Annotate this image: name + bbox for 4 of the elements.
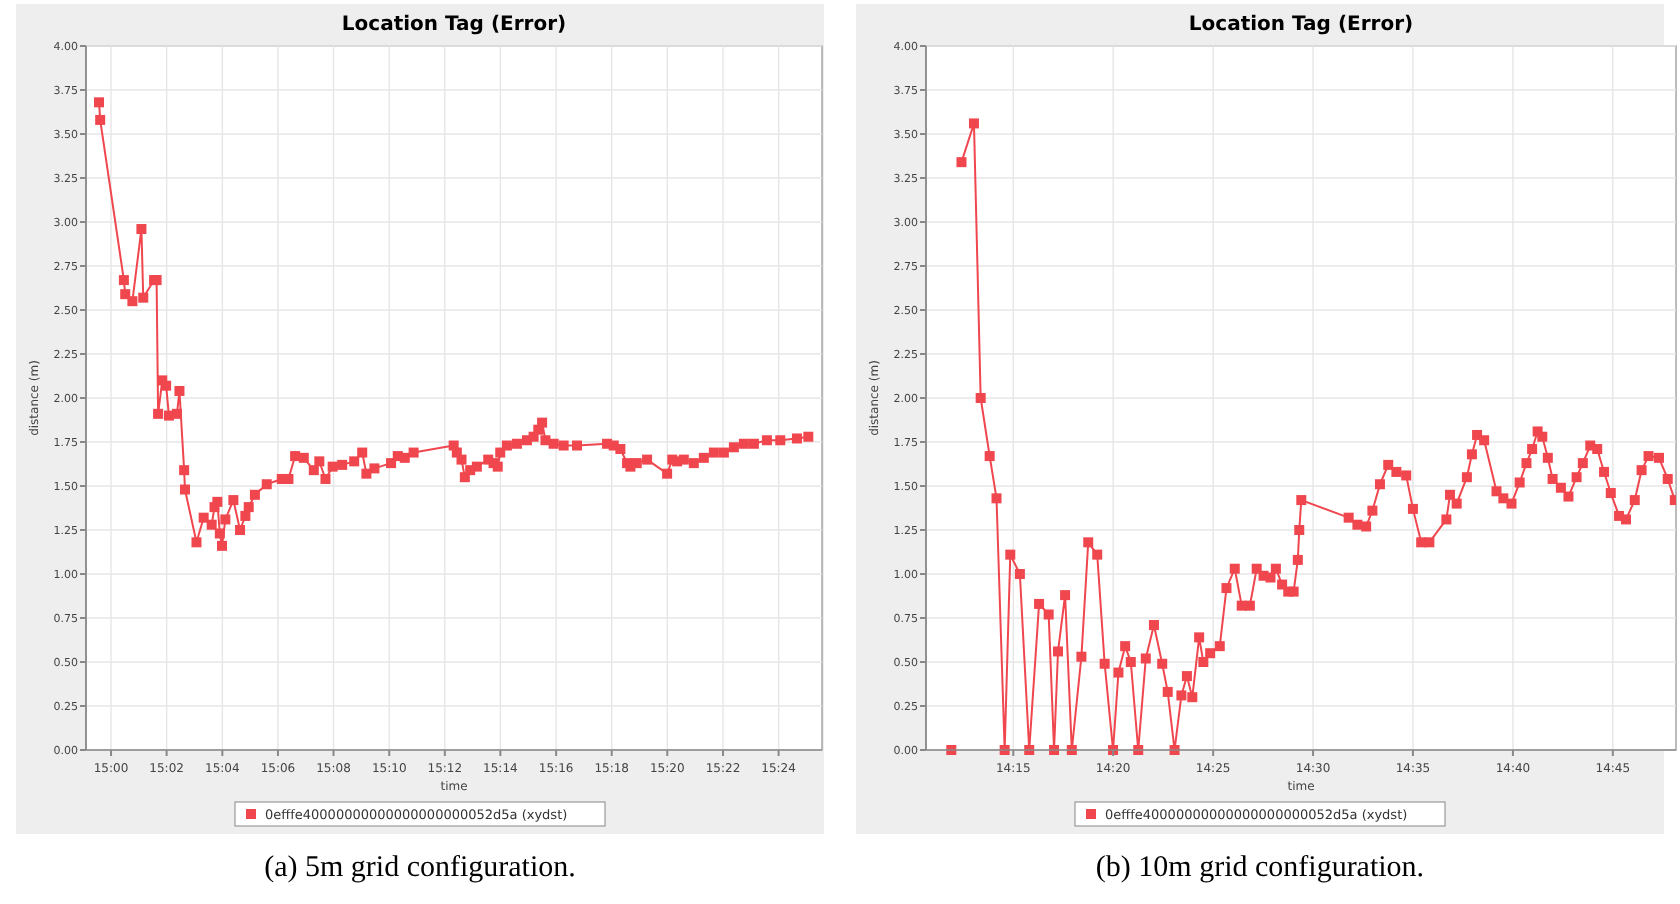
chart-title: Location Tag (Error) <box>341 14 567 36</box>
text: (a) 5m grid configuration. <box>264 852 576 884</box>
chart-title: Location Tag (Error) <box>1188 14 1414 36</box>
text: (b) 10m grid configuration. <box>1095 852 1425 884</box>
